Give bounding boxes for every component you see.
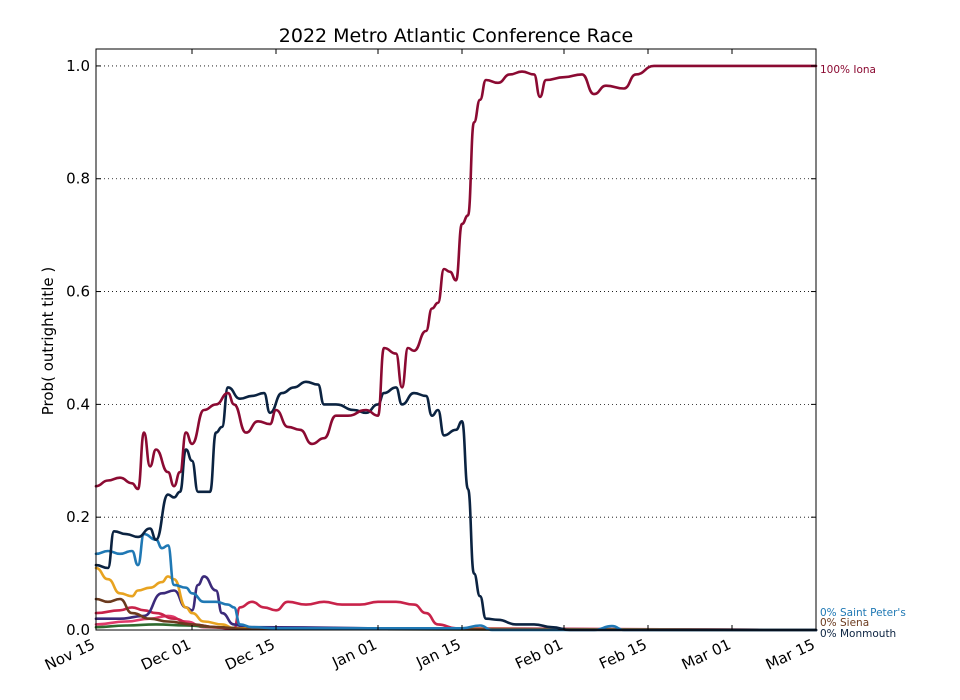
series-line [94, 600, 818, 632]
end-label: 0% Siena [820, 617, 869, 629]
y-axis: 0.0 0.2 0.4 0.6 0.8 1.0 [66, 57, 816, 639]
end-label: 0% Saint Peter's [820, 607, 906, 619]
plot-frame [95, 48, 817, 631]
x-tick-label: Jan 15 [413, 635, 464, 672]
x-tick-label: Dec 15 [222, 635, 278, 674]
y-tick-label: 0.2 [66, 508, 90, 526]
y-tick-label: 1.0 [66, 57, 90, 75]
x-tick-label: Feb 01 [512, 635, 565, 673]
grid-lines [96, 65, 816, 518]
series-line-monmouth [94, 380, 818, 632]
series-line-iona [94, 64, 818, 491]
y-tick-label: 0.6 [66, 283, 90, 301]
x-tick-label: Jan 01 [329, 635, 380, 672]
y-axis-label: Prob( outright title ) [39, 267, 57, 415]
series-line-saint-peter-s [94, 532, 818, 632]
end-label: 0% Monmouth [820, 628, 896, 640]
x-tick-label: Nov 15 [42, 635, 98, 674]
chart-title: 2022 Metro Atlantic Conference Race [279, 25, 633, 47]
y-tick-label: 0.8 [66, 170, 90, 188]
end-label: 100% Iona [820, 64, 876, 76]
x-tick-label: Feb 15 [596, 635, 649, 673]
x-tick-label: Mar 01 [679, 635, 734, 673]
x-tick-label: Dec 01 [138, 635, 194, 674]
series-lines [94, 64, 818, 632]
y-tick-label: 0.0 [66, 621, 90, 639]
series-line-siena [94, 597, 818, 632]
y-tick-label: 0.4 [66, 395, 90, 413]
x-axis: Nov 15 Dec 01 Dec 15 Jan 01 Jan 15 Feb 01 Feb … [42, 49, 818, 674]
x-tick-label: Mar 15 [763, 635, 818, 673]
